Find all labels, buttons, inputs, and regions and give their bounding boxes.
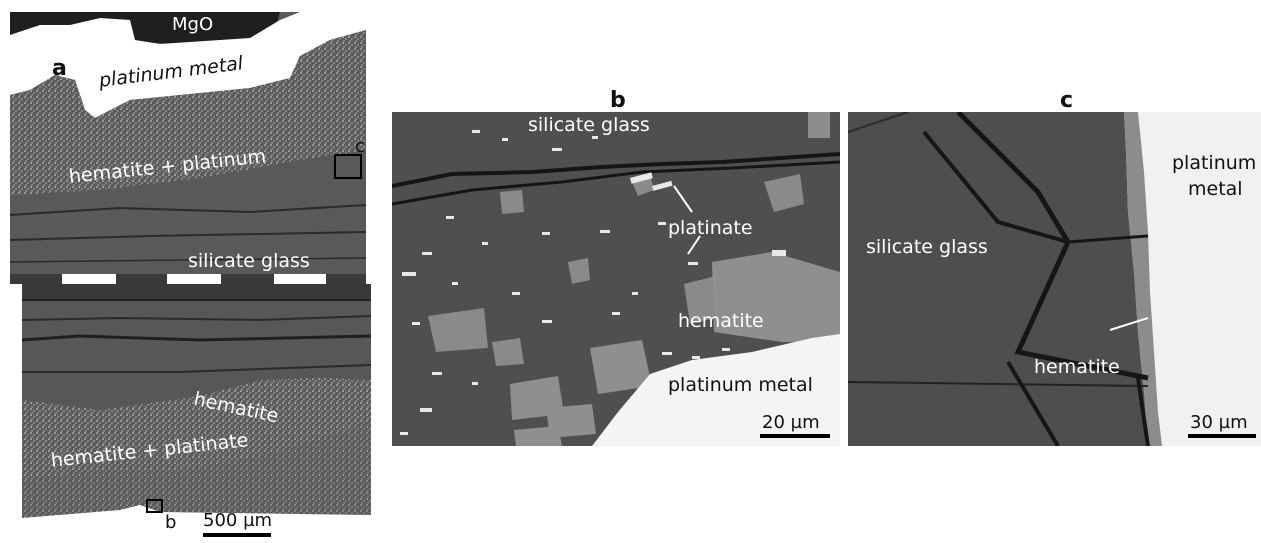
label-box-b: b: [165, 512, 177, 533]
scale-bar-b: [760, 434, 830, 438]
label-box-c: c: [355, 136, 365, 157]
scale-bar-c: [1188, 434, 1256, 438]
label-hematite-c: hematite: [1034, 356, 1120, 378]
label-platinum-c-line2: metal: [1188, 178, 1243, 200]
scale-bar-a: [203, 533, 271, 537]
label-silicate-glass-c: silicate glass: [866, 236, 988, 258]
label-silicate-glass-b: silicate glass: [528, 114, 650, 136]
panel-b-micrograph: [392, 112, 840, 446]
scale-bar-c-text: 30 µm: [1190, 412, 1248, 433]
label-platinum-metal-b: platinum metal: [668, 374, 813, 396]
panel-c: platinum metal silicate glass hematite 3…: [848, 112, 1261, 446]
label-hematite-b: hematite: [678, 310, 764, 332]
panel-a-letter: a: [52, 56, 67, 81]
panel-a: MgO a platinum metal hematite + platinum…: [0, 0, 385, 543]
label-mgo: MgO: [172, 14, 214, 35]
label-platinum-c-line1: platinum: [1172, 152, 1257, 174]
panel-b: silicate glass platinate hematite platin…: [392, 112, 840, 446]
panel-a-micrograph: [0, 12, 385, 543]
scale-bar-b-text: 20 µm: [762, 412, 820, 433]
panel-c-title: c: [1060, 88, 1074, 113]
label-silicate-glass-a: silicate glass: [188, 250, 310, 272]
scale-bar-a-text: 500 µm: [203, 510, 273, 531]
panel-b-title: b: [610, 88, 626, 113]
label-platinate: platinate: [668, 217, 753, 239]
panel-c-micrograph: [848, 112, 1261, 446]
